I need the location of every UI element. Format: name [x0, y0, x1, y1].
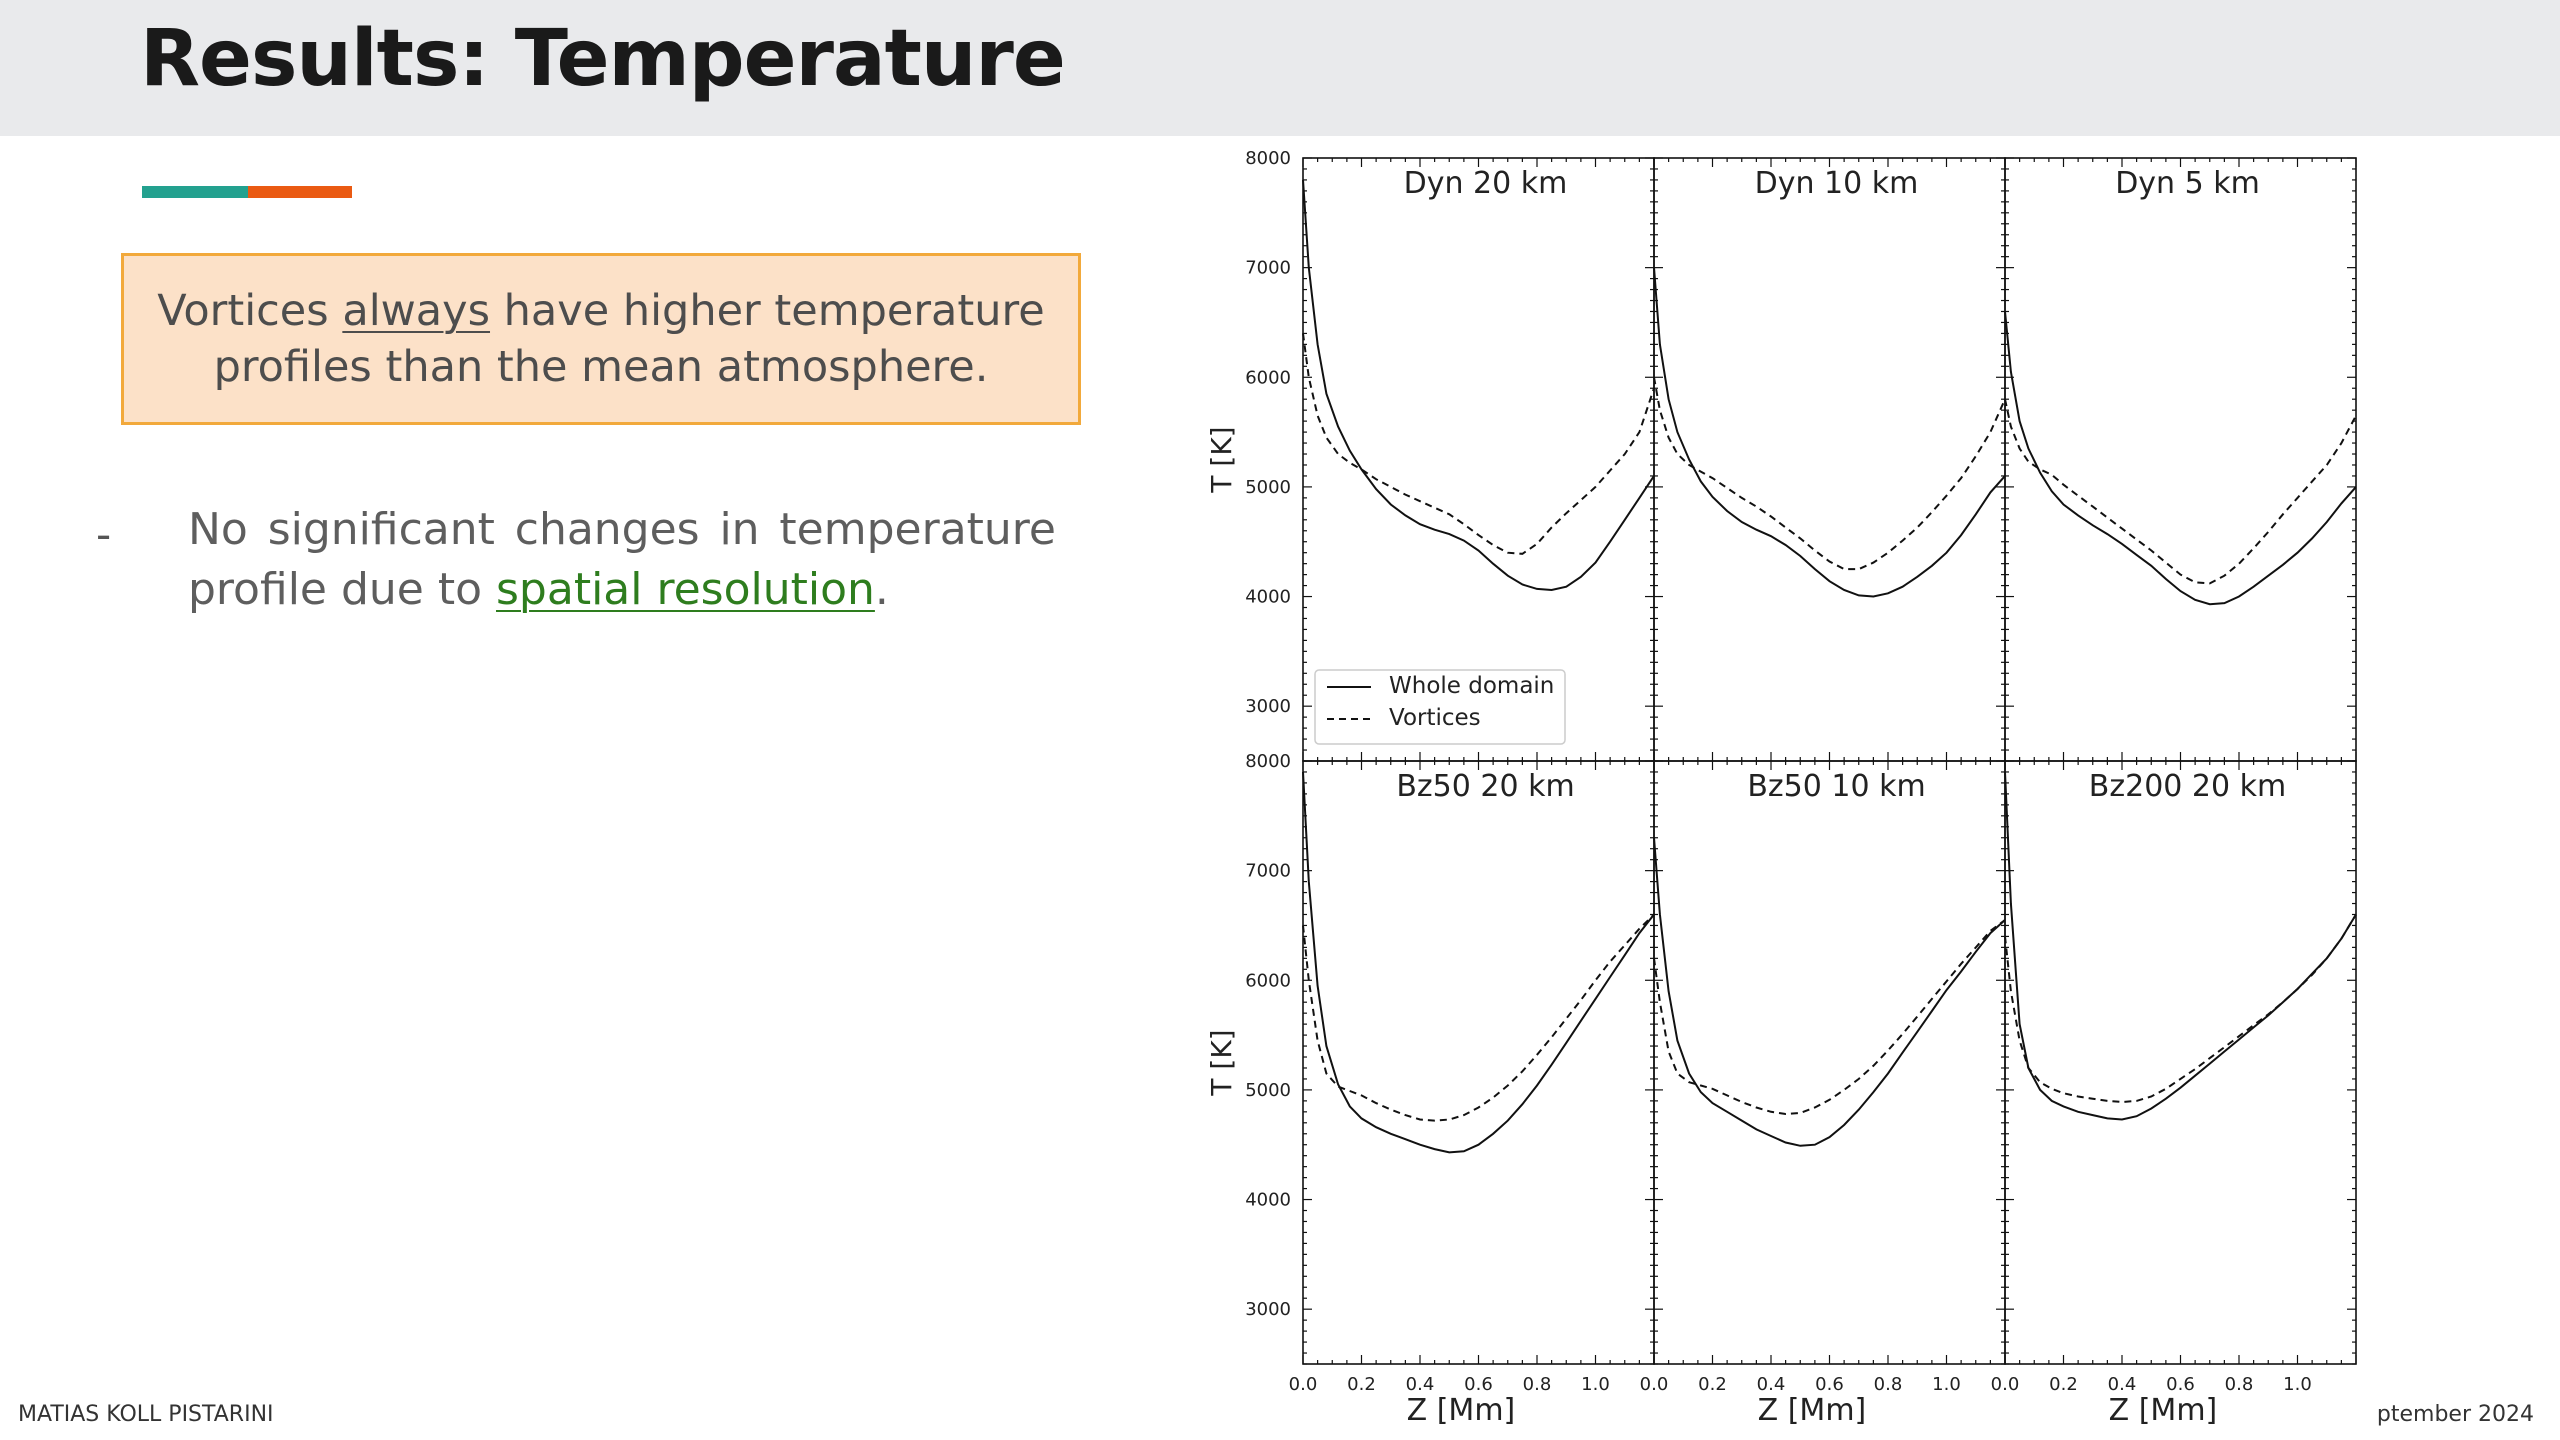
footer-author: MATIAS KOLL PISTARINI: [18, 1402, 274, 1427]
x-axis-label: Z [Mm]: [1758, 1393, 1867, 1428]
legend-box: [1314, 669, 1566, 745]
slide-title: Results: Temperature: [140, 14, 1066, 104]
x-tick-label: 0.8: [1523, 1374, 1552, 1395]
bullet-marker: -: [96, 510, 112, 559]
x-tick-label: 0.2: [1347, 1374, 1376, 1395]
x-tick-label: 0.4: [1757, 1374, 1786, 1395]
x-tick-label: 0.8: [1874, 1374, 1903, 1395]
vortices-line: [1302, 333, 1655, 555]
callout-text-end: have higher temperature: [490, 286, 1045, 336]
y-tick-label: 3000: [1245, 1299, 1291, 1320]
bullet-text-end: .: [874, 564, 889, 615]
whole-domain-line: [1302, 771, 1655, 1154]
y-axis-label: T [K]: [1205, 426, 1238, 493]
callout-underlined-word: always: [342, 286, 491, 336]
vortices-line: [1653, 377, 2006, 571]
temperature-profile-chart: 3000 4000 5000 6000 7000 8000 T [K] Dyn 20 km Wh…: [1205, 148, 2357, 1428]
whole-domain-line: [1653, 837, 2006, 1147]
panel-frame: [1302, 760, 1655, 1365]
panel-title: Dyn 20 km: [1404, 166, 1568, 201]
legend-label: Whole domain: [1389, 673, 1554, 699]
x-tick-label: 0.0: [1289, 1374, 1318, 1395]
y-tick-label: 6000: [1245, 367, 1291, 388]
panel-frame: [2004, 760, 2357, 1365]
x-tick-label: 0.6: [1815, 1374, 1844, 1395]
y-tick-label: 8000: [1245, 751, 1291, 772]
panel-title: Bz200 20 km: [2089, 769, 2286, 804]
y-tick-label: 5000: [1245, 477, 1291, 498]
y-tick-label: 3000: [1245, 696, 1291, 717]
callout-text-start: Vortices: [157, 286, 343, 336]
y-axis-label: T [K]: [1205, 1029, 1238, 1096]
y-tick-label: 7000: [1245, 258, 1291, 279]
x-tick-label: 1.0: [1932, 1374, 1961, 1395]
x-axis-label: Z [Mm]: [1407, 1393, 1516, 1428]
x-tick-label: 1.0: [2283, 1374, 2312, 1395]
x-tick-label: 0.4: [1406, 1374, 1435, 1395]
vortices-line: [2004, 913, 2357, 1104]
x-tick-label: 0.6: [2166, 1374, 2195, 1395]
legend-label: Vortices: [1389, 705, 1481, 731]
y-tick-label: 4000: [1245, 1190, 1291, 1211]
callout-line-1: Vortices always have higher temperature: [157, 283, 1044, 339]
header-bar: [0, 0, 2560, 136]
panel-title: Bz50 20 km: [1396, 769, 1574, 804]
panel-frame: [1653, 157, 2006, 762]
y-tick-label: 4000: [1245, 587, 1291, 608]
whole-domain-line: [1302, 179, 1655, 592]
x-tick-label: 0.0: [1640, 1374, 1669, 1395]
x-tick-label: 1.0: [1581, 1374, 1610, 1395]
x-tick-label: 0.2: [2049, 1374, 2078, 1395]
panel-title: Bz50 10 km: [1747, 769, 1925, 804]
panel-title: Dyn 5 km: [2115, 166, 2260, 201]
panel-title: Dyn 10 km: [1755, 166, 1919, 201]
x-axis-label: Z [Mm]: [2109, 1393, 2218, 1428]
whole-domain-line: [2004, 771, 2357, 1121]
callout-box: Vortices always have higher temperature …: [121, 253, 1081, 425]
y-tick-label: 7000: [1245, 861, 1291, 882]
accent-bar-orange: [248, 186, 352, 198]
x-tick-label: 0.4: [2108, 1374, 2137, 1395]
vortices-line: [2004, 398, 2357, 585]
vortices-line: [1653, 919, 2006, 1116]
footer-date: ptember 2024: [2376, 1402, 2534, 1427]
x-tick-label: 0.0: [1991, 1374, 2020, 1395]
panel-frame: [2004, 157, 2357, 762]
y-tick-label: 5000: [1245, 1080, 1291, 1101]
x-tick-label: 0.2: [1698, 1374, 1727, 1395]
bullet-text: No significant changes in temperature pr…: [188, 500, 1056, 620]
whole-domain-line: [1653, 267, 2006, 598]
panel-frame: [1653, 760, 2006, 1365]
callout-line-2: profiles than the mean atmosphere.: [213, 342, 989, 392]
spatial-resolution-link[interactable]: spatial resolution: [496, 564, 875, 615]
vortices-line: [1302, 913, 1655, 1122]
accent-bar-teal: [142, 186, 248, 198]
y-tick-label: 6000: [1245, 970, 1291, 991]
whole-domain-line: [2004, 311, 2357, 606]
y-tick-label: 8000: [1245, 148, 1291, 169]
x-tick-label: 0.6: [1464, 1374, 1493, 1395]
bullet-text-start: No significant changes in temperature pr…: [188, 504, 1056, 615]
x-tick-label: 0.8: [2225, 1374, 2254, 1395]
